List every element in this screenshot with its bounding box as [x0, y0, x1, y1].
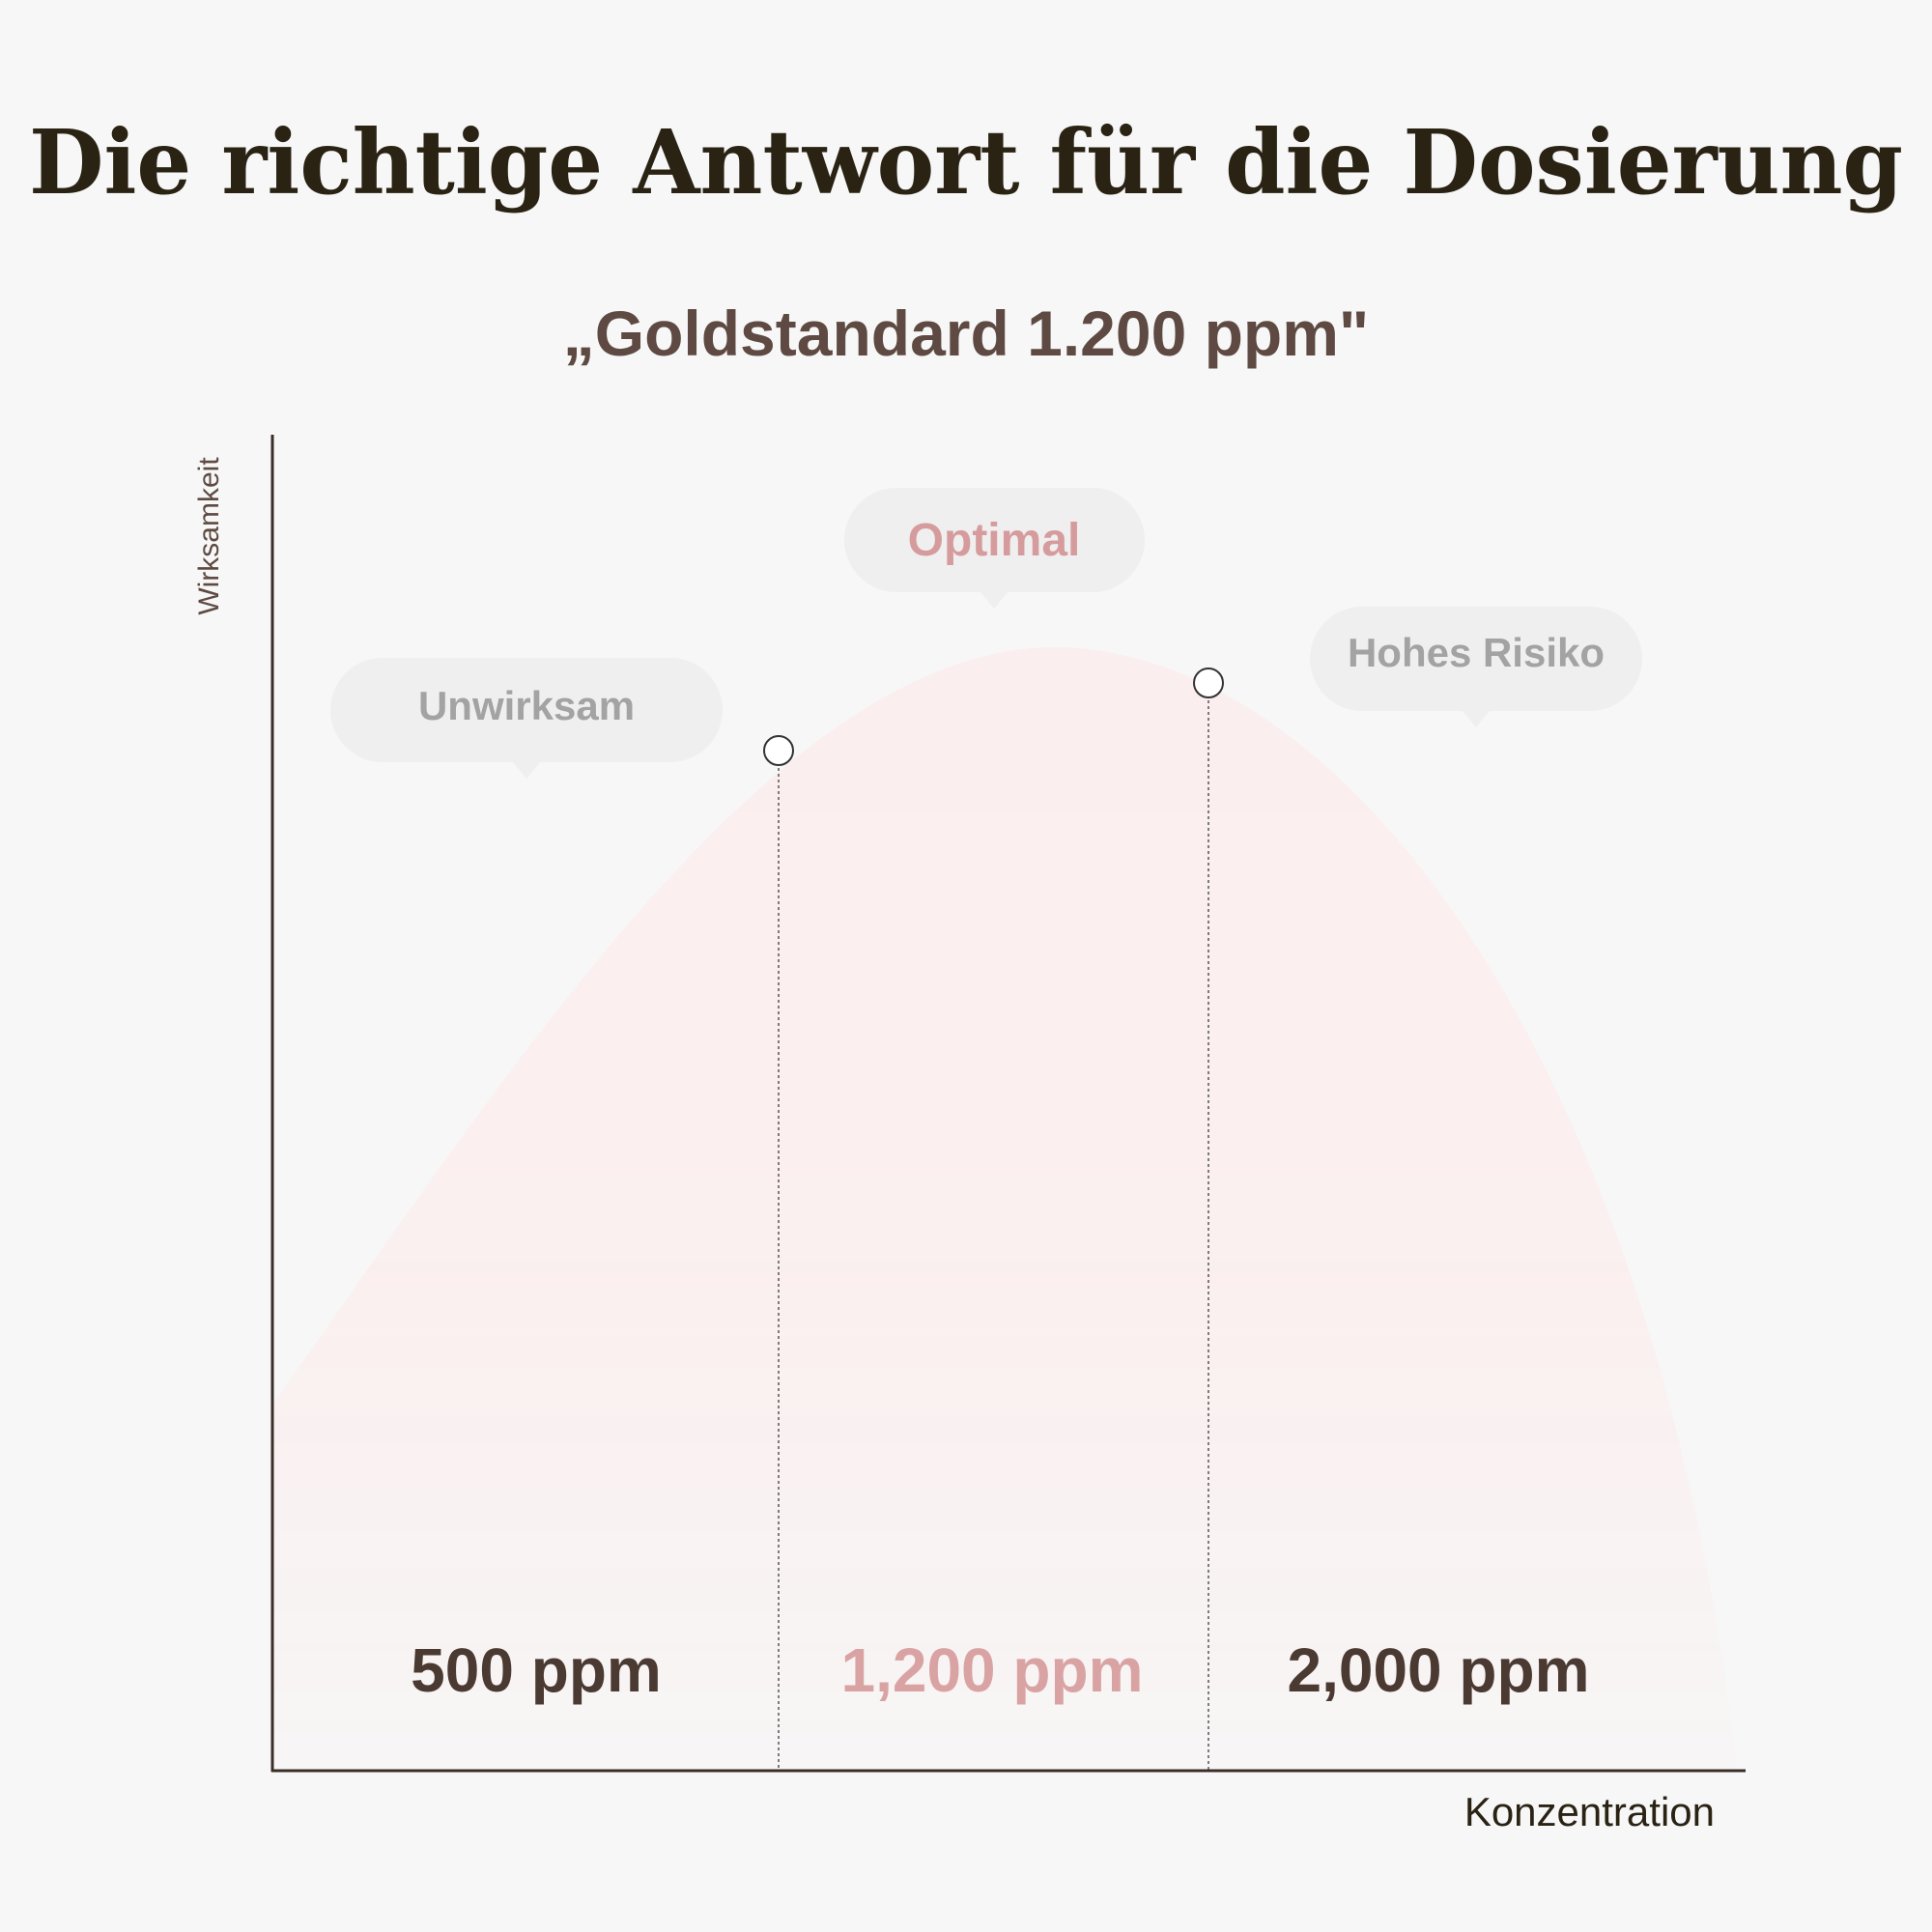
marker [1193, 668, 1224, 698]
curve-area [272, 646, 1737, 1771]
marker [763, 735, 794, 766]
zone-label: Hohes Risiko [1348, 630, 1605, 675]
subtitle: „Goldstandard 1.200 ppm" [563, 298, 1369, 369]
zone-value: 500 ppm [411, 1635, 662, 1705]
y-axis-label: Wirksamkeit [193, 457, 225, 615]
bubble: Optimal [844, 488, 1145, 609]
bubble: Unwirksam [330, 658, 723, 779]
zone-value: 1,200 ppm [840, 1635, 1143, 1705]
zone-label: Unwirksam [418, 683, 635, 728]
zone-value: 2,000 ppm [1287, 1635, 1589, 1705]
x-axis-label: Konzentration [1464, 1789, 1715, 1834]
title: Die richtige Antwort für die Dosierung [29, 110, 1903, 214]
zone-label: Optimal [908, 515, 1081, 566]
bubble: Hohes Risiko [1310, 607, 1642, 727]
